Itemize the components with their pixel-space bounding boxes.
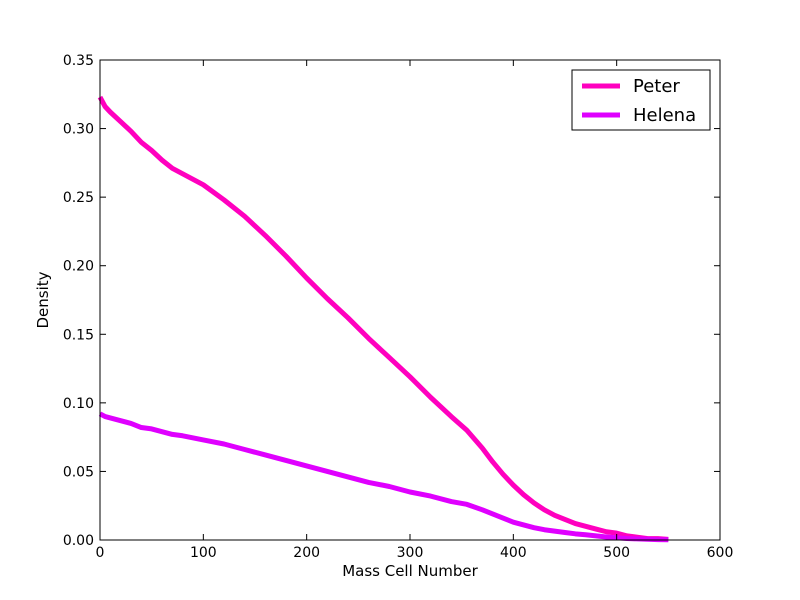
x-tick-label: 200 [293,545,320,561]
legend-box [571,69,711,131]
y-tick-label: 0.00 [63,533,94,549]
x-tick-label: 500 [603,545,630,561]
x-tick-label: 600 [707,545,734,561]
x-tick-label: 100 [190,545,217,561]
legend-label: Helena [633,105,696,126]
tick-label-layer: 0 100 200 300 400 500 600 0.00 0.05 0.10 0.15 0.20 0… [63,53,734,561]
plot-frame [100,60,720,540]
x-axis-label: Mass Cell Number [342,562,478,580]
series-layer [97,95,669,543]
legend: Peter Helena [571,69,711,131]
y-tick-label: 0.25 [63,190,94,206]
x-tick-label: 400 [500,545,527,561]
legend-label: Peter [633,76,680,97]
y-tick-label: 0.15 [63,327,94,343]
y-tick-label: 0.35 [63,53,94,69]
plot-border [99,59,721,541]
y-tick-label: 0.05 [63,464,94,480]
y-tick-label: 0.30 [63,122,94,138]
x-tick-label: 0 [96,545,105,561]
y-tick-label: 0.10 [63,396,94,412]
plot-area [97,59,721,543]
series-line-helena [98,411,669,543]
x-tick-label: 300 [397,545,424,561]
y-tick-label: 0.20 [63,259,94,275]
series-line-peter [97,95,669,542]
y-axis-label: Density [34,271,52,328]
